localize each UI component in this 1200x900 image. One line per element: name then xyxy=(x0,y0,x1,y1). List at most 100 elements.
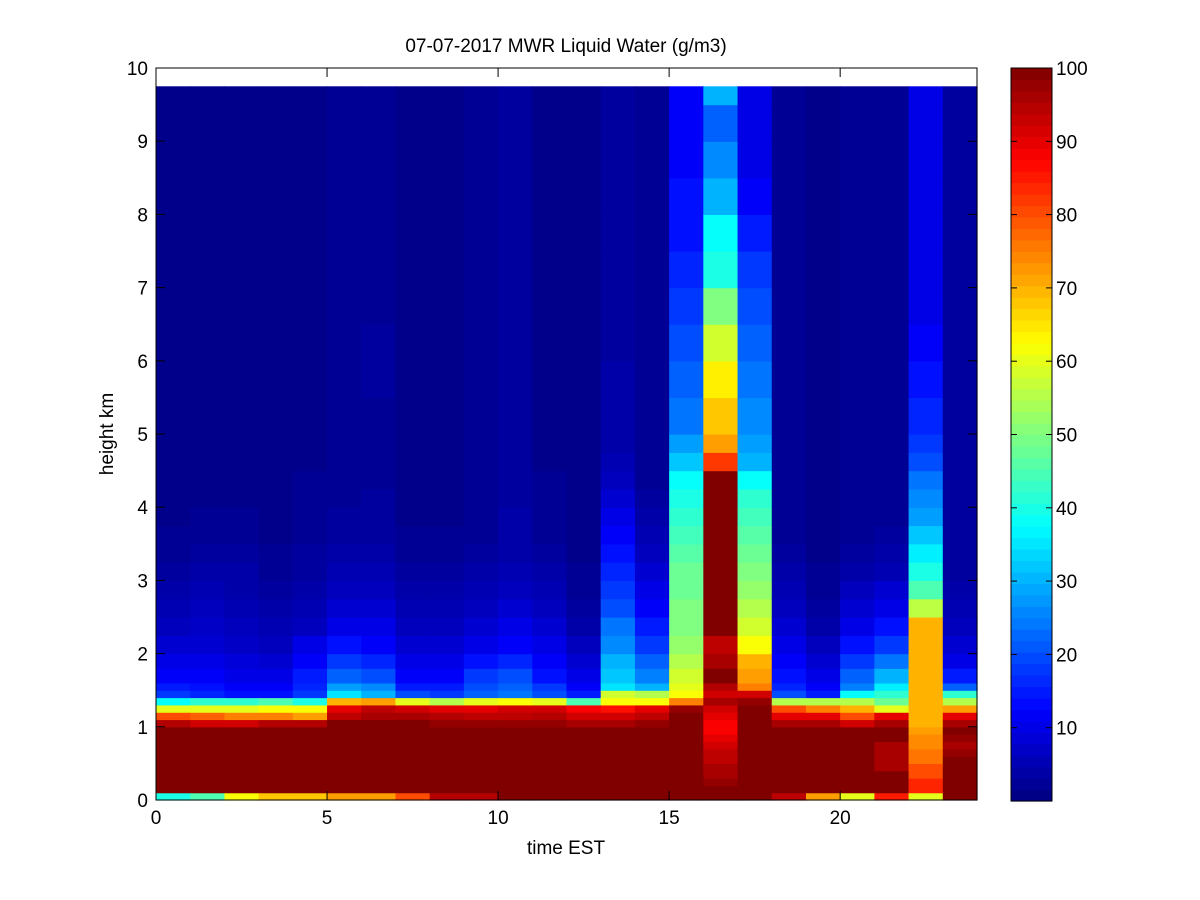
heatmap-cell xyxy=(634,792,670,801)
heatmap-cell xyxy=(292,704,328,713)
heatmap-cell xyxy=(942,543,978,563)
heatmap-cell xyxy=(566,104,602,142)
heatmap-cell xyxy=(771,488,807,508)
heatmap-cell xyxy=(292,177,328,215)
heatmap-cell xyxy=(566,690,602,699)
y-tick-label: 7 xyxy=(137,279,148,300)
heatmap-cell xyxy=(429,770,465,779)
heatmap-cell xyxy=(532,770,568,779)
heatmap-cell xyxy=(840,748,875,757)
heatmap-cell xyxy=(498,697,533,706)
heatmap-cell xyxy=(429,763,465,772)
heatmap-cell xyxy=(361,617,397,636)
heatmap-cell xyxy=(532,214,568,252)
heatmap-cell xyxy=(156,719,191,728)
heatmap-cell xyxy=(532,653,568,669)
heatmap-cell xyxy=(669,251,704,289)
heatmap-cell xyxy=(532,726,568,735)
heatmap-cell xyxy=(463,697,499,706)
heatmap-cell xyxy=(840,543,875,563)
heatmap-cell xyxy=(703,86,739,106)
heatmap-cell xyxy=(190,785,226,794)
heatmap-cell xyxy=(224,251,260,289)
heatmap-cell xyxy=(908,177,944,215)
heatmap-cell xyxy=(361,507,397,527)
heatmap-cell xyxy=(669,748,704,757)
heatmap-cell xyxy=(840,770,875,779)
heatmap-cell xyxy=(566,214,602,252)
heatmap-cell xyxy=(327,452,362,472)
heatmap-cell xyxy=(942,251,978,289)
heatmap-cell xyxy=(498,525,533,545)
colorbar-segment xyxy=(1011,308,1052,321)
heatmap-cell xyxy=(224,748,260,757)
heatmap-cell xyxy=(292,719,328,728)
heatmap-cell xyxy=(395,86,431,106)
heatmap-cell xyxy=(258,470,294,490)
heatmap-cell xyxy=(942,734,978,743)
heatmap-cell xyxy=(498,748,533,757)
heatmap-cell xyxy=(669,635,704,655)
heatmap-cell xyxy=(908,734,944,743)
heatmap-cell xyxy=(258,635,294,655)
heatmap-cell xyxy=(634,682,670,691)
heatmap-cell xyxy=(429,598,465,618)
heatmap-cell xyxy=(874,141,910,179)
heatmap-cell xyxy=(669,726,704,735)
heatmap-cell xyxy=(737,580,773,600)
heatmap-cell xyxy=(908,770,944,779)
heatmap-cell xyxy=(771,635,807,655)
heatmap-cell xyxy=(634,543,670,563)
heatmap-cell xyxy=(156,770,191,779)
heatmap-cell xyxy=(874,668,910,684)
heatmap-cell xyxy=(942,598,978,618)
heatmap-cell xyxy=(190,177,226,215)
heatmap-cell xyxy=(840,617,875,636)
heatmap-cell xyxy=(942,726,978,735)
heatmap-cell xyxy=(429,756,465,764)
heatmap-cell xyxy=(669,617,704,636)
heatmap-cell xyxy=(600,452,636,472)
heatmap-cell xyxy=(840,525,875,545)
heatmap-cell xyxy=(361,287,397,325)
heatmap-cell xyxy=(395,177,431,215)
heatmap-cell xyxy=(737,214,773,252)
heatmap-cell xyxy=(292,525,328,545)
heatmap-cell xyxy=(942,177,978,215)
heatmap-cell xyxy=(669,562,704,581)
heatmap-cell xyxy=(156,507,191,527)
y-axis-label: height km xyxy=(97,393,118,475)
heatmap-cell xyxy=(532,712,568,721)
colorbar-segment xyxy=(1011,274,1052,287)
heatmap-cell xyxy=(669,653,704,669)
heatmap-cell xyxy=(600,763,636,772)
heatmap-cell xyxy=(190,741,226,750)
heatmap-cell xyxy=(771,287,807,325)
heatmap-cell xyxy=(327,734,362,743)
y-tick-label: 10 xyxy=(127,59,148,80)
heatmap-cell xyxy=(634,525,670,545)
heatmap-cell xyxy=(292,214,328,252)
heatmap-cell xyxy=(771,617,807,636)
heatmap-cell xyxy=(703,792,739,801)
y-tick-label: 2 xyxy=(137,645,148,666)
heatmap-cell xyxy=(361,488,397,508)
heatmap-cell xyxy=(532,580,568,600)
heatmap-cell xyxy=(156,86,191,106)
heatmap-cell xyxy=(429,712,465,721)
heatmap-cell xyxy=(805,763,841,772)
heatmap-cell xyxy=(600,214,636,252)
heatmap-cell xyxy=(532,682,568,691)
heatmap-cell xyxy=(669,543,704,563)
heatmap-cell xyxy=(258,741,294,750)
colorbar-segment xyxy=(1011,480,1052,493)
heatmap-cell xyxy=(327,525,362,545)
colorbar-segment xyxy=(1011,239,1052,252)
heatmap-cell xyxy=(908,635,944,655)
heatmap-cell xyxy=(429,543,465,563)
heatmap-cell xyxy=(395,785,431,794)
colorbar-segment xyxy=(1011,675,1052,688)
heatmap-cell xyxy=(874,792,910,801)
heatmap-cell xyxy=(634,785,670,794)
heatmap-cell xyxy=(908,562,944,581)
